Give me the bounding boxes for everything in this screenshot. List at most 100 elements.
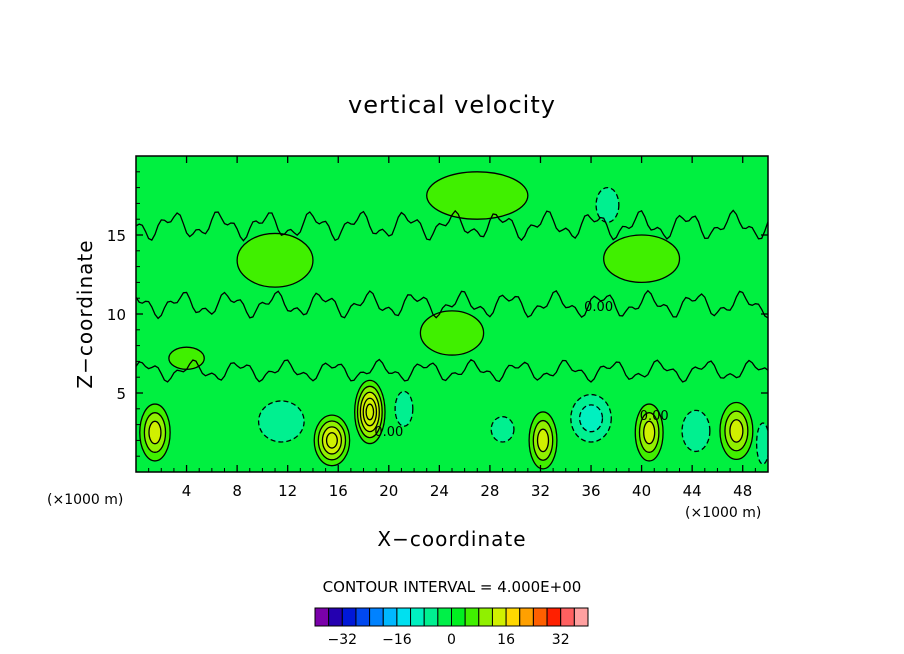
contour-fill-16-0: [603, 235, 680, 283]
contour-line-8-0: [490, 416, 515, 443]
x-tick-label-8: 36: [581, 482, 600, 500]
contour-label-0: 0.00: [584, 300, 613, 315]
colorbar-label-0: −32: [328, 632, 358, 648]
contour-line-5-0: [719, 401, 754, 461]
contour-line-4-1: [638, 412, 660, 453]
contour-fill-1-3: [326, 432, 338, 449]
x-tick-label-4: 20: [379, 482, 398, 500]
contour-line-2-3: [362, 397, 378, 427]
contour-fill-12-0: [596, 187, 619, 223]
colorbar-swatch-5: [382, 607, 398, 627]
colorbar-label-4: 32: [552, 632, 570, 648]
colorbar-swatch-17: [546, 607, 562, 627]
contour-line-5-2: [729, 419, 744, 443]
contour-lines: [136, 171, 768, 470]
contour-interval-text: CONTOUR INTERVAL = 4.000E+00: [323, 578, 582, 596]
colorbar-swatch-9: [437, 607, 453, 627]
contour-line-0-2: [148, 420, 162, 445]
contour-line-3-1: [532, 419, 554, 461]
zero-contour-high: [136, 209, 768, 242]
contour-line-1-3: [325, 432, 338, 449]
colorbar-swatch-14: [505, 607, 521, 627]
contour-line-0-1: [143, 412, 167, 453]
x-unit-right: (×1000 m): [685, 505, 761, 521]
x-axis-ticks: 4 8 12 16 20 24 28 32 36 40 44 48: [148, 156, 756, 500]
contour-fill-17-0: [426, 171, 528, 220]
colorbar-label-1: −16: [382, 632, 412, 648]
contour-line-17-0: [426, 171, 529, 220]
x-tick-label-3: 16: [329, 482, 348, 500]
colorbar-swatch-2: [341, 607, 357, 627]
zero-contour-mid: [136, 289, 768, 320]
colorbar-swatch-8: [423, 607, 439, 627]
contour-fill-13-0: [168, 347, 205, 370]
x-tick-label-2: 12: [278, 482, 297, 500]
x-tick-label-6: 28: [480, 482, 499, 500]
y-tick-label-1: 10: [107, 306, 126, 324]
contour-line-2-0: [354, 379, 386, 445]
x-tick-label-5: 24: [430, 482, 449, 500]
contour-line-3-2: [536, 428, 550, 453]
colorbar-swatch-13: [491, 607, 507, 627]
colorbar-swatch-3: [355, 607, 371, 627]
contour-fill-10-0: [682, 410, 710, 452]
chart-title: vertical velocity: [348, 91, 556, 119]
colorbar-swatch-12: [478, 607, 493, 627]
contour-fill-15-0: [420, 310, 484, 356]
colorbar-labels: −32 −16 0 16 32: [328, 632, 570, 648]
contour-line-4-2: [643, 420, 656, 445]
contour-line-11-0: [755, 422, 768, 465]
colorbar: [314, 607, 589, 627]
contour-label-1: 0.00: [374, 425, 403, 440]
x-tick-label-0: 4: [182, 482, 192, 500]
contour-line-5-1: [724, 410, 749, 452]
contour-fill-7-0: [395, 391, 413, 427]
colorbar-swatch-10: [451, 607, 466, 627]
x-tick-label-1: 8: [232, 482, 242, 500]
contour-line-0-0: [139, 403, 171, 462]
contour-line-1-0: [313, 414, 351, 467]
contour-label-2: 0.00: [640, 409, 669, 424]
x-tick-label-7: 32: [531, 482, 550, 500]
colorbar-swatch-18: [560, 607, 575, 627]
zero-contour-low: [136, 358, 768, 383]
contour-line-7-0: [394, 390, 414, 427]
contour-fill-2-4: [366, 404, 374, 420]
contour-fill-4-2: [643, 421, 655, 444]
contour-line-1-2: [321, 426, 343, 455]
colorbar-label-2: 0: [447, 632, 456, 648]
contour-line-14-0: [236, 232, 314, 288]
contour-line-9-0: [570, 393, 612, 443]
colorbar-swatch-4: [369, 607, 384, 627]
x-tick-label-10: 44: [683, 482, 702, 500]
x-unit-left: (×1000 m): [47, 492, 123, 508]
colorbar-swatch-19: [573, 607, 589, 627]
colorbar-swatch-7: [410, 607, 425, 627]
contour-fill-11-0: [756, 423, 768, 465]
y-tick-label-0: 5: [116, 385, 126, 403]
contour-line-1-1: [317, 420, 347, 461]
contour-fill-6-0: [258, 400, 305, 442]
contour-line-9-1: [578, 404, 604, 433]
y-tick-label-2: 15: [107, 227, 126, 245]
contour-fill-3-2: [537, 429, 549, 452]
contour-line-2-1: [356, 385, 383, 439]
colorbar-swatch-16: [532, 607, 548, 627]
colorbar-swatch-15: [519, 607, 534, 627]
contour-line-15-0: [419, 310, 485, 356]
plot-area: [136, 156, 768, 472]
contour-line-2-4: [365, 403, 375, 421]
y-axis-ticks: 5 10 15: [107, 171, 768, 457]
contour-line-10-0: [681, 409, 711, 453]
contour-fill-14-0: [237, 233, 313, 288]
contour-line-6-0: [257, 400, 305, 443]
contour-fill-5-2: [729, 419, 743, 443]
contour-line-4-0: [634, 403, 664, 462]
x-tick-label-9: 40: [632, 482, 651, 500]
x-tick-label-11: 48: [733, 482, 752, 500]
colorbar-swatch-0: [314, 607, 330, 627]
colorbar-swatch-6: [396, 607, 412, 627]
contour-line-3-0: [528, 411, 558, 470]
colorbar-swatch-1: [328, 607, 343, 627]
